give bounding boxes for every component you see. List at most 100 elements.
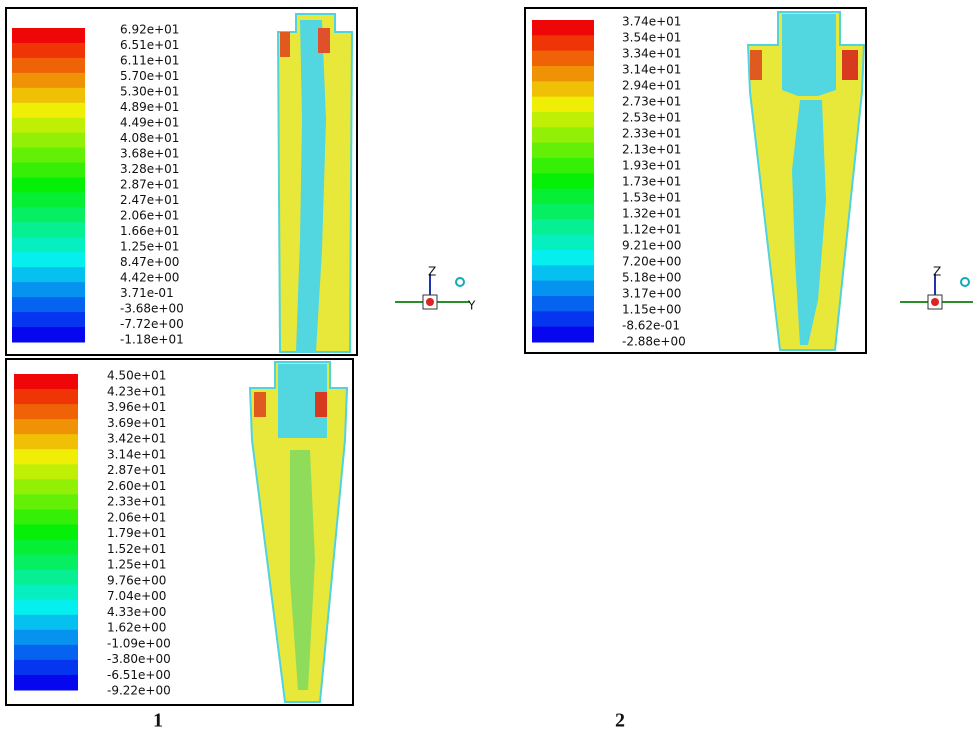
colorbar-band: [532, 81, 594, 98]
colorbar-label: 7.04e+00: [107, 589, 166, 603]
colorbar-band: [532, 142, 594, 159]
colorbar-label: 3.34e+01: [622, 47, 681, 61]
colorbar-band: [14, 629, 78, 646]
colorbar-band: [14, 494, 78, 510]
colorbar-label: 1.52e+01: [107, 542, 166, 556]
colorbar-label: 3.42e+01: [107, 432, 166, 446]
colorbar-band: [14, 584, 78, 601]
colorbar-label: 3.71e-01: [120, 286, 174, 300]
colorbar-label: 2.33e+01: [622, 127, 681, 141]
colorbar-band: [532, 280, 594, 297]
colorbar-label: 2.33e+01: [107, 495, 166, 509]
colorbar-band: [12, 177, 85, 193]
colorbar-band: [12, 42, 85, 59]
colorbar-band: [532, 112, 594, 128]
colorbar-label: 3.14e+01: [622, 63, 681, 77]
colorbar-band: [12, 192, 85, 208]
colorbar-band: [12, 267, 85, 283]
colorbar-band: [14, 659, 78, 676]
colorbar-band: [14, 569, 78, 586]
colorbar-label: 1.79e+01: [107, 526, 166, 540]
colorbar-label: 2.87e+01: [120, 178, 179, 192]
colorbar-band: [532, 66, 594, 82]
colorbar-label: 1.93e+01: [622, 159, 681, 173]
colorbar-label: -2.88e+00: [622, 335, 686, 349]
colorbar-band: [12, 102, 85, 119]
colorbar-label: 9.76e+00: [107, 573, 166, 587]
colorbar-band: [14, 554, 78, 571]
colorbar-band: [532, 234, 594, 251]
colorbar-label: 2.73e+01: [622, 95, 681, 109]
colorbar-band: [532, 20, 594, 36]
colorbar-label: -6.51e+00: [107, 668, 171, 682]
colorbar-label: -3.68e+00: [120, 302, 184, 316]
contour-plot: [276, 13, 354, 353]
colorbar-band: [12, 147, 85, 164]
colorbar-label: 4.49e+01: [120, 116, 179, 130]
colorbar-band: [14, 599, 78, 616]
colorbar-band: [532, 311, 594, 328]
colorbar-label: 3.28e+01: [120, 162, 179, 176]
axis-triad: Z Y: [395, 265, 476, 313]
colorbar-band: [14, 539, 78, 556]
colorbar-label: 6.92e+01: [120, 23, 179, 37]
colorbar-band: [14, 614, 78, 631]
colorbar-label: 3.74e+01: [622, 15, 681, 29]
colorbar-band: [14, 644, 78, 661]
colorbar-band: [12, 72, 85, 89]
axis-label: Z: [428, 265, 436, 279]
colorbar-label: 6.51e+01: [120, 38, 179, 52]
colorbar-band: [12, 312, 85, 328]
colorbar-label: 2.13e+01: [622, 143, 681, 157]
colorbar-band: [12, 117, 85, 134]
colorbar-label: 2.47e+01: [120, 193, 179, 207]
colorbar-label: -7.72e+00: [120, 317, 184, 331]
colorbar-band: [532, 35, 594, 52]
colorbar-label: 1.53e+01: [622, 191, 681, 205]
colorbar-label: -1.18e+01: [120, 333, 184, 347]
colorbar-band: [14, 509, 78, 525]
colorbar-band: [14, 434, 78, 450]
colorbar-band: [532, 127, 594, 144]
colorbar-label: 3.69e+01: [107, 416, 166, 430]
colorbar-band: [12, 237, 85, 253]
colorbar-band: [532, 296, 594, 312]
colorbar-label: 6.11e+01: [120, 54, 179, 68]
colorbar-label: -1.09e+00: [107, 636, 171, 650]
colorbar-label: -9.22e+00: [107, 684, 171, 698]
colorbar-band: [12, 87, 85, 104]
colorbar-label: 5.18e+00: [622, 271, 681, 285]
axis-label: Y: [467, 299, 476, 313]
colorbar-label: 1.66e+01: [120, 224, 179, 238]
colorbar-band: [14, 449, 78, 465]
colorbar-band: [12, 57, 85, 74]
colorbar-label: 2.06e+01: [120, 209, 179, 223]
axis-triad: Z: [900, 265, 973, 310]
colorbar-label: 4.50e+01: [107, 369, 166, 383]
colorbar-band: [532, 50, 594, 67]
contour-plot: [248, 361, 349, 703]
colorbar-label: 5.70e+01: [120, 69, 179, 83]
colorbar-label: 1.73e+01: [622, 175, 681, 189]
colorbar-label: 4.23e+01: [107, 384, 166, 398]
colorbar-label: 3.68e+01: [120, 147, 179, 161]
colorbar-label: 1.32e+01: [622, 207, 681, 221]
colorbar-label: 3.96e+01: [107, 400, 166, 414]
axis-label: Z: [933, 265, 941, 279]
colorbar-label: 2.06e+01: [107, 510, 166, 524]
colorbar-label: -8.62e-01: [622, 319, 680, 333]
colorbar-label: 8.47e+00: [120, 255, 179, 269]
colorbar-band: [12, 282, 85, 298]
colorbar-band: [14, 674, 78, 691]
colorbar-band: [12, 297, 85, 313]
colorbar-label: 1.15e+00: [622, 303, 681, 317]
colorbar-band: [532, 219, 594, 236]
colorbar-band: [532, 188, 594, 205]
colorbar-label: -3.80e+00: [107, 652, 171, 666]
colorbar-label: 4.42e+00: [120, 271, 179, 285]
colorbar-band: [14, 464, 78, 480]
colorbar-band: [14, 404, 78, 420]
colorbar-label: 1.12e+01: [622, 223, 681, 237]
colorbar-label: 4.89e+01: [120, 100, 179, 114]
colorbar-band: [532, 326, 594, 343]
